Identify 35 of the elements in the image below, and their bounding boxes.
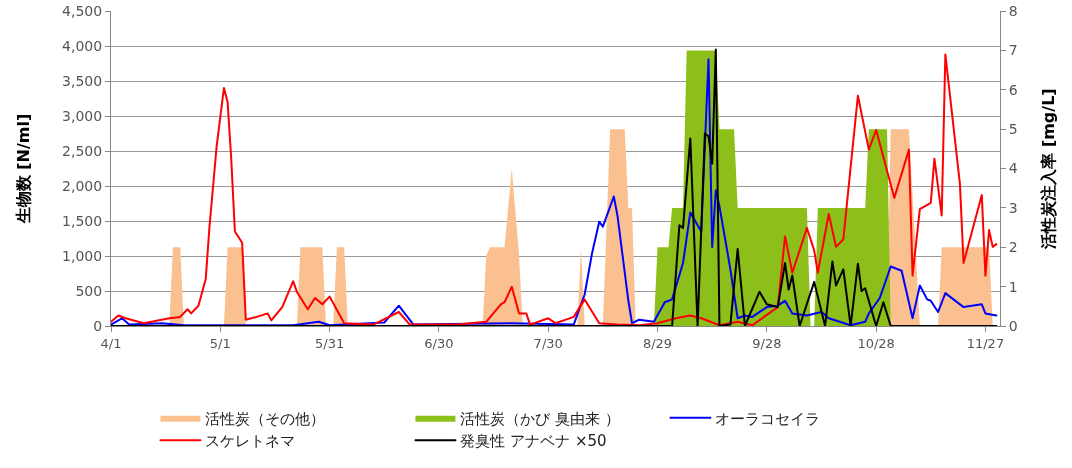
y2-tick-label: 4 [1008,160,1018,177]
x-tick-label: 6/30 [424,335,454,351]
x-tick-label: 10/28 [857,335,895,351]
legend-label: オーラコセイラ [715,409,821,428]
y-tick-label: 3,500 [62,72,103,89]
y-tick-label: 0 [93,317,103,334]
y2-tick-label: 2 [1008,239,1018,256]
y2-tick-label: 0 [1008,317,1018,334]
x-tick-label: 7/30 [533,335,563,351]
x-tick-label: 11/27 [966,335,1005,351]
x-tick-label: 9/28 [752,335,782,351]
x-tick-label: 5/31 [315,335,345,351]
y-tick-label: 4,000 [62,37,103,54]
x-tick-label: 8/29 [642,335,673,351]
y2-tick-label: 3 [1008,199,1018,216]
y-tick-label: 1,000 [62,247,103,264]
y-tick-label: 2,500 [62,142,103,159]
y2-tick-label: 8 [1008,2,1018,19]
y-tick-label: 500 [75,282,103,299]
y-tick-label: 1,500 [62,212,103,229]
y-tick-label: 2,000 [62,177,103,194]
legend-label: 活性炭（かび 臭由来 ） [460,409,620,428]
y-tick-label: 4,500 [62,2,103,19]
y2-tick-label: 7 [1008,42,1018,59]
y-axis-title: 生物数 [N/ml] [14,113,34,225]
y-tick-label: 3,000 [62,107,103,124]
legend-label: 活性炭（その他） [205,409,326,428]
x-tick-label: 4/1 [100,335,122,351]
y2-axis-title: 活性炭注入率 [mg/L] [1039,88,1059,250]
x-tick-label: 5/1 [209,335,231,351]
legend-label: スケレトネマ [205,432,296,451]
y2-tick-label: 1 [1008,278,1018,295]
y2-tick-label: 5 [1008,121,1018,138]
legend-label: 発臭性 アナベナ ×50 [460,432,607,451]
y2-tick-label: 6 [1008,81,1018,98]
